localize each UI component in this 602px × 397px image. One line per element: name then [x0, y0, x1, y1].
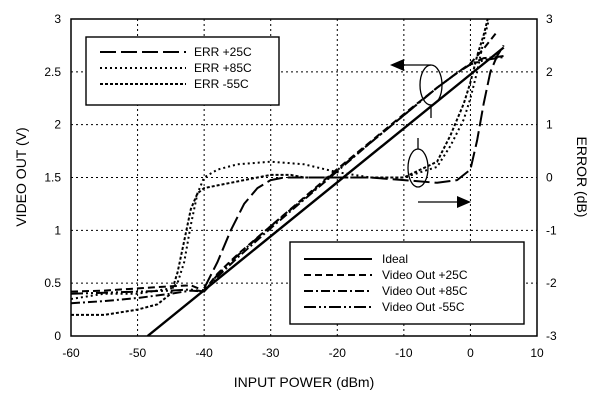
- y-tick-label: 1: [54, 223, 61, 237]
- x-tick-label: -20: [329, 346, 347, 360]
- y-tick-label: 3: [54, 12, 61, 26]
- x-tick-label: -60: [62, 346, 80, 360]
- y-tick-label: 0: [54, 329, 61, 343]
- y-tick-label: 2: [54, 118, 61, 132]
- legend-label: ERR +25C: [194, 45, 252, 59]
- x-tick-label: -30: [262, 346, 280, 360]
- y-axis-title: VIDEO OUT (V): [13, 127, 29, 226]
- series-line-err25: [203, 44, 505, 289]
- x-tick-labels: -60 -50 -40 -30 -20 -10 0 10: [62, 346, 544, 360]
- legend-label: ERR -55C: [194, 77, 249, 91]
- y-tick-label: 0.5: [44, 276, 61, 290]
- series-line-errm55: [71, 19, 489, 316]
- y2-tick-label: -1: [546, 223, 557, 237]
- legend-video-out: Ideal Video Out +25C Video Out +85C Video O…: [289, 241, 525, 325]
- legend-error: ERR +25C ERR +85C ERR -55C: [85, 36, 280, 106]
- legend-box: [289, 241, 525, 325]
- y-tick-labels: 0 0.5 1 1.5 2 2.5 3: [44, 12, 61, 343]
- legend-box: [85, 36, 280, 106]
- arrow-head-left: [390, 59, 404, 71]
- legend-label: Video Out -55C: [382, 300, 465, 314]
- y2-tick-label: -2: [546, 276, 557, 290]
- x-axis-title: INPUT POWER (dBm): [234, 374, 375, 390]
- y2-tick-labels: -3 -2 -1 0 1 2 3: [546, 12, 557, 343]
- y2-axis-title: ERROR (dB): [574, 137, 590, 218]
- legend-label: Video Out +85C: [382, 284, 468, 298]
- y-tick-label: 1.5: [44, 171, 61, 185]
- x-tick-label: 0: [467, 346, 474, 360]
- x-tick-label: -50: [129, 346, 147, 360]
- y2-tick-label: 3: [546, 12, 553, 26]
- series-line-vom55: [71, 56, 504, 295]
- legend-label: Ideal: [382, 252, 408, 266]
- plot-frame: [70, 18, 538, 337]
- y2-tick-label: 1: [546, 118, 553, 132]
- y2-tick-label: 0: [546, 171, 553, 185]
- legend-label: Video Out +25C: [382, 268, 468, 282]
- series-line-vo25: [71, 31, 498, 293]
- annotations: [390, 59, 471, 208]
- series-layer: [71, 19, 505, 336]
- arrow-head-right: [457, 196, 471, 208]
- x-tick-label: 10: [530, 346, 544, 360]
- x-tick-label: -40: [195, 346, 213, 360]
- series-line-err85: [71, 19, 491, 300]
- legend-label: ERR +85C: [194, 61, 252, 75]
- y2-tick-label: -3: [546, 329, 557, 343]
- y-tick-label: 2.5: [44, 65, 61, 79]
- x-tick-label: -10: [395, 346, 413, 360]
- y2-tick-label: 2: [546, 65, 553, 79]
